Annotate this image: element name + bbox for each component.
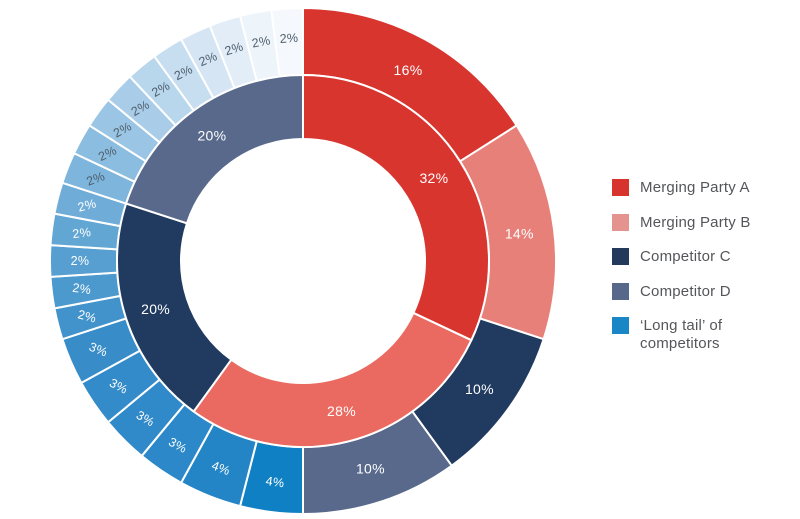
outer-ring-label-5: 4% xyxy=(210,458,232,478)
inner-ring-label-3: 20% xyxy=(197,128,226,144)
legend-label: ‘Long tail’ of competitors xyxy=(640,317,723,352)
legend-swatch-icon xyxy=(612,282,629,300)
legend-label: Competitor C xyxy=(640,248,731,265)
inner-ring-label-2: 20% xyxy=(141,301,170,317)
outer-ring-label-1: 14% xyxy=(505,226,534,242)
inner-ring-slice-0 xyxy=(302,74,490,342)
outer-ring-label-14: 2% xyxy=(76,196,98,214)
legend-item-3: Competitor D xyxy=(612,282,751,301)
outer-ring-label-22: 2% xyxy=(223,39,245,58)
legend-label: Merging Party B xyxy=(640,213,751,231)
legend-item-2: Competitor C xyxy=(612,248,751,266)
legend-swatch-icon xyxy=(612,179,629,196)
outer-ring-label-3: 10% xyxy=(356,460,385,476)
legend-swatch-icon xyxy=(612,213,629,231)
legend-item-0: Merging Party A xyxy=(612,179,751,197)
legend-item-1: Merging Party B xyxy=(612,213,751,232)
outer-ring-label-23: 2% xyxy=(251,33,272,50)
legend-swatch-icon xyxy=(612,248,629,265)
legend: Merging Party A Merging Party B Competitor… xyxy=(612,179,751,352)
legend-swatch-icon xyxy=(612,317,629,334)
inner-ring-label-1: 28% xyxy=(327,403,356,419)
outer-ring-label-2: 10% xyxy=(465,381,494,397)
outer-ring-label-9: 3% xyxy=(87,340,110,360)
outer-ring-label-15: 2% xyxy=(85,169,107,189)
legend-label: Merging Party A xyxy=(640,179,750,196)
outer-ring-label-0: 16% xyxy=(394,62,423,78)
outer-ring-label-12: 2% xyxy=(71,254,90,268)
outer-ring-label-10: 2% xyxy=(76,307,98,325)
inner-ring-label-0: 32% xyxy=(419,170,448,186)
outer-ring-label-21: 2% xyxy=(197,49,220,69)
legend-label: Competitor D xyxy=(640,282,731,300)
outer-ring-label-4: 4% xyxy=(265,474,285,490)
outer-ring-label-11: 2% xyxy=(72,281,92,297)
outer-ring-label-24: 2% xyxy=(279,31,299,46)
inner-ring-slice-3 xyxy=(125,74,304,225)
outer-ring-label-13: 2% xyxy=(72,225,92,241)
inner-ring-slice-1 xyxy=(192,311,473,448)
legend-item-4: ‘Long tail’ of competitors xyxy=(612,317,751,352)
